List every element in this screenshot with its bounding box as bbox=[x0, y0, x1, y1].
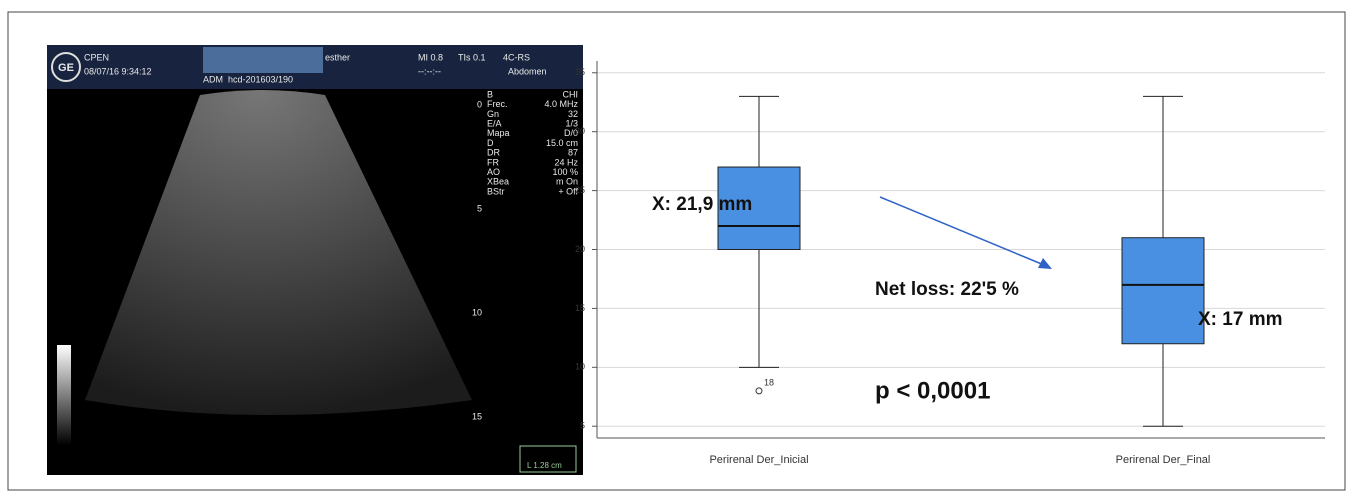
study-id: hcd-201603/190 bbox=[228, 74, 293, 84]
preset: Abdomen bbox=[508, 66, 547, 76]
param-name: Mapa bbox=[487, 128, 510, 138]
measurement: L 1.28 cm bbox=[527, 461, 562, 470]
probe: 4C-RS bbox=[503, 52, 530, 62]
y-tick-label: 20 bbox=[575, 244, 585, 254]
annotation: Net loss: 22'5 % bbox=[875, 279, 1019, 300]
site: CPEN bbox=[84, 52, 109, 62]
mi: MI 0.8 bbox=[418, 52, 443, 62]
param-value: 100 % bbox=[552, 167, 578, 177]
param-value: 15.0 cm bbox=[546, 138, 578, 148]
param-name: Gn bbox=[487, 109, 499, 119]
param-name: AO bbox=[487, 167, 500, 177]
annotation: X: 21,9 mm bbox=[652, 194, 752, 215]
param-value: CHI bbox=[563, 89, 579, 99]
depth-label: 15 bbox=[472, 411, 482, 421]
param-name: Frec. bbox=[487, 99, 508, 109]
param-name: DR bbox=[487, 148, 500, 158]
y-tick-label: 10 bbox=[575, 362, 585, 372]
y-tick-label: 15 bbox=[575, 303, 585, 313]
datetime: 08/07/16 9:34:12 bbox=[84, 66, 152, 76]
param-value: 87 bbox=[568, 148, 578, 158]
depth-label: 0 bbox=[477, 99, 482, 109]
param-name: D bbox=[487, 138, 494, 148]
param-name: XBea bbox=[487, 177, 509, 187]
y-tick-label: 35 bbox=[575, 67, 585, 77]
annotation: p < 0,0001 bbox=[875, 377, 990, 404]
y-tick-label: 30 bbox=[575, 126, 585, 136]
param-value: 4.0 MHz bbox=[544, 99, 578, 109]
param-name: FR bbox=[487, 157, 499, 167]
operator: ADM bbox=[203, 74, 223, 84]
flier bbox=[756, 388, 762, 394]
ultrasound-image: GE CPEN 08/07/16 9:34:12 ADM hcd-201603/… bbox=[47, 45, 583, 475]
x-tick-label: Perirenal Der_Final bbox=[1116, 454, 1211, 466]
patient: esther bbox=[325, 52, 350, 62]
tis: TIs 0.1 bbox=[458, 52, 486, 62]
logo: GE bbox=[58, 62, 74, 74]
box bbox=[1122, 238, 1204, 344]
y-tick-label: 25 bbox=[575, 185, 585, 195]
param-name: BStr bbox=[487, 186, 505, 196]
redaction-box bbox=[203, 47, 323, 73]
arrow bbox=[880, 197, 1044, 265]
depth-label: 5 bbox=[477, 203, 482, 213]
flier-label: 18 bbox=[764, 377, 774, 387]
param-value: 32 bbox=[568, 109, 578, 119]
annotation: X: 17 mm bbox=[1198, 309, 1282, 330]
gray-scale-bar bbox=[57, 345, 71, 445]
param-name: E/A bbox=[487, 118, 502, 128]
clock: --:--:-- bbox=[418, 66, 441, 76]
y-tick-label: 5 bbox=[580, 421, 585, 431]
param-value: 24 Hz bbox=[554, 157, 578, 167]
figure: GE CPEN 08/07/16 9:34:12 ADM hcd-201603/… bbox=[0, 0, 1353, 499]
depth-label: 10 bbox=[472, 307, 482, 317]
x-tick-label: Perirenal Der_Inicial bbox=[709, 454, 808, 466]
param-name: B bbox=[487, 89, 493, 99]
